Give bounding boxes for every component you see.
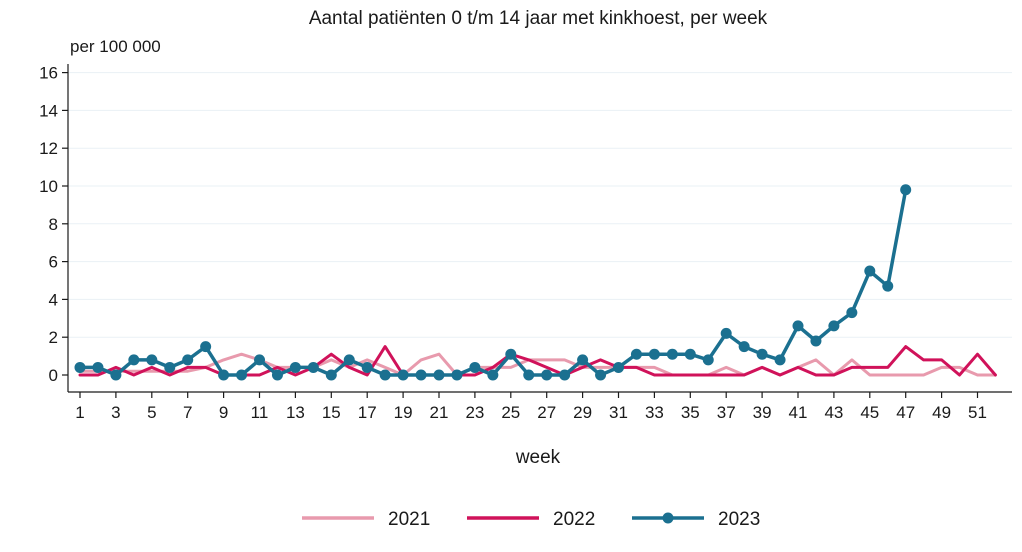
x-tick-label: 25 [501, 403, 520, 422]
data-point-2023 [684, 348, 696, 360]
y-axis-label: per 100 000 [70, 37, 161, 56]
data-point-2023 [738, 341, 750, 353]
data-point-2023 [523, 369, 535, 381]
data-point-2023 [720, 327, 732, 339]
data-point-2023 [487, 369, 499, 381]
data-point-2023 [218, 369, 230, 381]
data-point-2023 [146, 354, 158, 366]
x-tick-label: 11 [251, 403, 269, 422]
data-point-2023 [541, 369, 553, 381]
data-point-2023 [289, 361, 301, 373]
chart-title: Aantal patiënten 0 t/m 14 jaar met kinkh… [309, 8, 768, 29]
data-point-2023 [559, 369, 571, 381]
data-point-2023 [128, 354, 140, 366]
x-tick-label: 27 [537, 403, 556, 422]
data-point-2023 [254, 354, 265, 366]
y-tick-label: 0 [49, 366, 58, 385]
x-tick-label: 13 [286, 403, 305, 422]
legend: 2021 2022 2023 [302, 509, 760, 530]
x-tick-label: 31 [609, 403, 628, 422]
data-point-2023 [846, 307, 858, 319]
x-tick-label: 19 [394, 403, 413, 422]
data-point-2023 [577, 354, 589, 366]
data-point-2023 [182, 354, 194, 366]
data-point-2023 [702, 354, 714, 366]
x-tick-label: 45 [860, 403, 879, 422]
data-point-2023 [810, 335, 822, 347]
x-tick-label: 41 [789, 403, 808, 422]
data-point-2023 [648, 348, 660, 360]
series-line-2021 [78, 352, 997, 377]
data-point-2023 [666, 348, 678, 360]
x-tick-label: 1 [75, 403, 84, 422]
y-ticks: 0 2 4 6 8 10 12 14 16 [39, 64, 68, 385]
x-tick-label: 37 [717, 403, 736, 422]
data-point-2023 [756, 348, 768, 360]
data-point-2023 [379, 369, 391, 381]
x-ticks: 1 3 5 7 9 11 13 15 17 19 21 23 25 27 29 31 33 35 37 39 41 43 4… [75, 392, 987, 422]
legend-marker-2023 [662, 512, 674, 524]
x-tick-label: 39 [753, 403, 772, 422]
x-tick-label: 7 [183, 403, 192, 422]
series-lines [74, 184, 997, 381]
x-tick-label: 47 [896, 403, 915, 422]
data-point-2023 [864, 265, 876, 277]
x-tick-label: 33 [645, 403, 664, 422]
y-tick-label: 10 [39, 177, 58, 196]
data-point-2023 [882, 280, 894, 292]
data-point-2023 [74, 361, 86, 373]
x-tick-label: 3 [111, 403, 120, 422]
y-tick-label: 16 [39, 64, 58, 83]
data-point-2023 [828, 320, 840, 332]
x-tick-label: 29 [573, 403, 592, 422]
data-point-2023 [630, 348, 642, 360]
data-point-2023 [505, 348, 517, 360]
y-tick-label: 4 [49, 290, 58, 309]
legend-label-2021: 2021 [388, 509, 430, 530]
gridlines [68, 72, 1012, 338]
data-point-2023 [595, 369, 607, 381]
data-point-2023 [361, 361, 373, 373]
y-tick-label: 6 [49, 253, 58, 272]
axes [67, 64, 1012, 393]
data-point-2023 [792, 320, 804, 332]
x-tick-label: 21 [430, 403, 449, 422]
x-tick-label: 5 [147, 403, 156, 422]
data-point-2023 [92, 361, 104, 373]
data-point-2023 [325, 369, 337, 381]
y-tick-label: 12 [39, 139, 58, 158]
data-point-2023 [110, 369, 122, 381]
data-point-2023 [415, 369, 427, 381]
data-point-2023 [433, 369, 445, 381]
x-tick-label: 15 [322, 403, 341, 422]
x-tick-label: 51 [968, 403, 987, 422]
data-point-2023 [774, 354, 786, 366]
x-tick-label: 35 [681, 403, 700, 422]
data-point-2023 [343, 354, 355, 366]
x-tick-label: 17 [358, 403, 377, 422]
data-point-2023 [271, 369, 283, 381]
data-point-2023 [307, 361, 319, 373]
x-tick-label: 9 [219, 403, 228, 422]
data-point-2023 [200, 341, 212, 353]
data-point-2023 [451, 369, 463, 381]
data-point-2023 [613, 361, 624, 373]
data-point-2023 [164, 361, 176, 373]
data-point-2023 [900, 184, 912, 196]
data-point-2023 [469, 361, 481, 373]
x-tick-label: 23 [465, 403, 484, 422]
y-tick-label: 14 [39, 101, 58, 120]
y-tick-label: 8 [49, 215, 58, 234]
x-tick-label: 49 [932, 403, 951, 422]
x-tick-label: 43 [824, 403, 843, 422]
legend-label-2023: 2023 [718, 509, 760, 530]
x-axis-label: week [515, 447, 561, 468]
legend-label-2022: 2022 [553, 509, 595, 530]
data-point-2023 [236, 369, 248, 381]
data-point-2023 [397, 369, 409, 381]
y-tick-label: 2 [49, 328, 58, 347]
